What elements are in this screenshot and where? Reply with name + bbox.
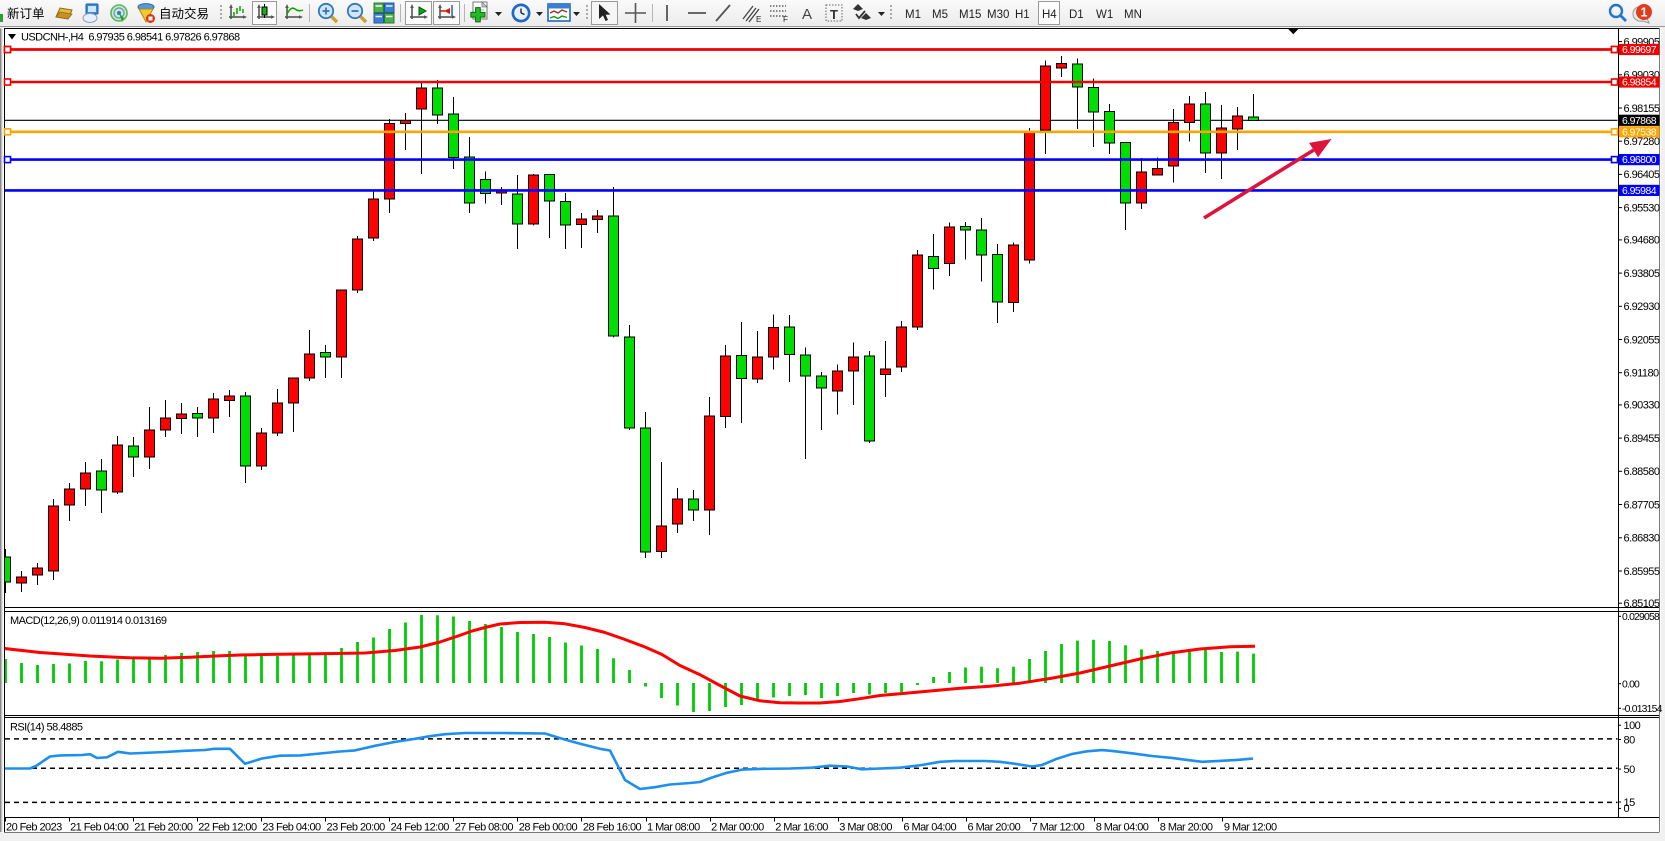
svg-text:2 Mar 00:00: 2 Mar 00:00 (711, 822, 764, 834)
svg-text:M1: M1 (905, 9, 921, 21)
svg-text:6.92055: 6.92055 (1624, 334, 1660, 346)
svg-text:6.85955: 6.85955 (1624, 566, 1660, 578)
svg-text:6.95984: 6.95984 (1622, 185, 1657, 197)
svg-text:6.86830: 6.86830 (1624, 533, 1660, 545)
svg-text:1 Mar 08:00: 1 Mar 08:00 (647, 822, 700, 834)
svg-text:F: F (783, 15, 788, 24)
svg-text:自动交易: 自动交易 (159, 6, 209, 21)
svg-text:6 Mar 20:00: 6 Mar 20:00 (968, 822, 1021, 834)
svg-text:50: 50 (1624, 764, 1636, 776)
svg-text:T: T (830, 7, 838, 22)
svg-text:24 Feb 12:00: 24 Feb 12:00 (391, 822, 450, 834)
svg-text:H1: H1 (1015, 9, 1030, 21)
svg-text:1: 1 (1641, 6, 1648, 20)
svg-text:15: 15 (1624, 797, 1636, 809)
svg-text:6.85105: 6.85105 (1624, 598, 1660, 610)
svg-text:0.00: 0.00 (1622, 680, 1640, 691)
svg-text:6.90330: 6.90330 (1624, 400, 1660, 412)
svg-text:28 Feb 00:00: 28 Feb 00:00 (519, 822, 578, 834)
svg-text:E: E (756, 15, 761, 24)
svg-text:M15: M15 (959, 9, 981, 21)
svg-text:M30: M30 (987, 9, 1009, 21)
svg-text:8 Mar 20:00: 8 Mar 20:00 (1160, 822, 1213, 834)
svg-text:6 Mar 04:00: 6 Mar 04:00 (903, 822, 956, 834)
svg-text:6.88580: 6.88580 (1624, 466, 1660, 478)
svg-text:6.97868: 6.97868 (1622, 115, 1657, 127)
svg-text:6.89455: 6.89455 (1624, 433, 1660, 445)
svg-text:新订单: 新订单 (7, 6, 45, 21)
svg-text:6.91180: 6.91180 (1624, 368, 1660, 380)
svg-text:6.95530: 6.95530 (1624, 202, 1660, 214)
svg-text:6.94680: 6.94680 (1624, 235, 1660, 247)
svg-text:6.93805: 6.93805 (1624, 268, 1660, 280)
svg-text:6.87705: 6.87705 (1624, 499, 1660, 511)
svg-text:6.98854: 6.98854 (1622, 77, 1657, 89)
svg-text:21 Feb 20:00: 21 Feb 20:00 (134, 822, 193, 834)
svg-text:M5: M5 (932, 9, 948, 21)
svg-text:W1: W1 (1096, 9, 1113, 21)
svg-text:21 Feb 04:00: 21 Feb 04:00 (70, 822, 129, 834)
svg-text:9 Mar 12:00: 9 Mar 12:00 (1224, 822, 1277, 834)
svg-text:100: 100 (1624, 720, 1641, 732)
svg-text:6.99697: 6.99697 (1622, 44, 1657, 56)
svg-text:23 Feb 20:00: 23 Feb 20:00 (327, 822, 386, 834)
svg-text:6.97538: 6.97538 (1622, 126, 1657, 138)
svg-text:6.98155: 6.98155 (1624, 103, 1660, 115)
svg-text:7 Mar 12:00: 7 Mar 12:00 (1032, 822, 1085, 834)
svg-text:6.92930: 6.92930 (1624, 301, 1660, 313)
svg-text:H4: H4 (1042, 9, 1057, 21)
svg-text:6.96800: 6.96800 (1622, 154, 1657, 166)
svg-text:USDCNH-,H4 6.97935 6.98541 6.: USDCNH-,H4 6.97935 6.98541 6.97826 6.978… (21, 32, 240, 44)
svg-text:20 Feb 2023: 20 Feb 2023 (6, 822, 62, 834)
svg-text:MN: MN (1124, 9, 1142, 21)
svg-text:0: 0 (1624, 803, 1630, 815)
svg-text:6.96405: 6.96405 (1624, 169, 1660, 181)
svg-text:22 Feb 12:00: 22 Feb 12:00 (198, 822, 257, 834)
svg-text:28 Feb 16:00: 28 Feb 16:00 (583, 822, 642, 834)
svg-text:23 Feb 04:00: 23 Feb 04:00 (262, 822, 321, 834)
svg-text:D1: D1 (1069, 9, 1084, 21)
svg-text:-0.013154: -0.013154 (1622, 704, 1663, 715)
svg-text:2 Mar 16:00: 2 Mar 16:00 (775, 822, 828, 834)
svg-text:RSI(14) 58.4885: RSI(14) 58.4885 (10, 722, 83, 734)
svg-text:8 Mar 04:00: 8 Mar 04:00 (1096, 822, 1149, 834)
svg-text:3 Mar 08:00: 3 Mar 08:00 (839, 822, 892, 834)
svg-text:A: A (802, 6, 812, 23)
svg-text:80: 80 (1624, 734, 1636, 746)
svg-text:MACD(12,26,9) 0.011914 0.01316: MACD(12,26,9) 0.011914 0.013169 (10, 615, 167, 627)
svg-text:0.029058: 0.029058 (1622, 612, 1660, 623)
svg-text:27 Feb 08:00: 27 Feb 08:00 (455, 822, 514, 834)
svg-text:6.97280: 6.97280 (1624, 136, 1660, 148)
